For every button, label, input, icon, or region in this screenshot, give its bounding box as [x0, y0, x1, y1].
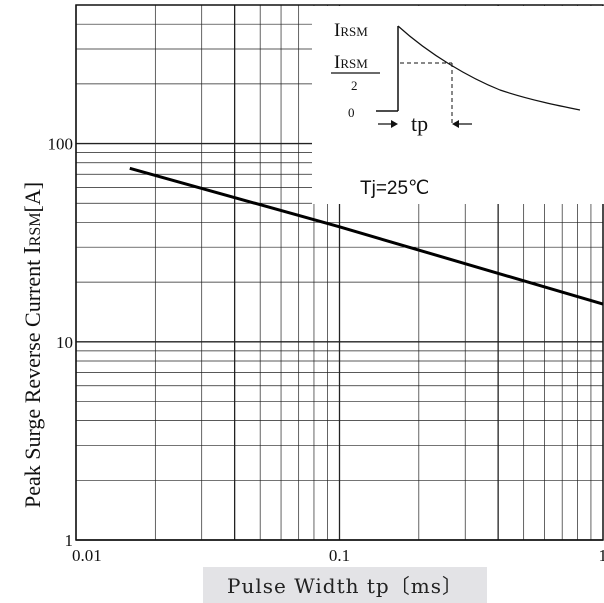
inset-zero-label: 0: [348, 105, 355, 120]
plot-frame: [75, 4, 604, 541]
inset-half-label: IRSM: [334, 52, 368, 73]
y-tick-label: 100: [48, 135, 74, 154]
y-tick-label: 1: [65, 531, 74, 550]
y-axis-label: Peak Surge Reverse Current IRSM[A]: [20, 182, 46, 508]
pulse-waveform-inset: IRSM IRSM 2 0 tp: [312, 6, 604, 204]
x-axis-label: Pulse Width tp〔ms〕: [227, 574, 463, 598]
inset-half-den: 2: [351, 78, 358, 93]
inset-tp-label: tp: [411, 111, 428, 136]
y-tick-label: 10: [56, 333, 73, 352]
x-tick-label: 0.01: [72, 546, 102, 565]
x-tick-label: 0.1: [329, 546, 350, 565]
x-axis-label-background: [203, 567, 487, 603]
series-line: [129, 166, 604, 306]
inset-decay-curve: [397, 25, 581, 111]
inset-peak-label: IRSM: [334, 20, 368, 41]
x-tick-label: 1: [599, 546, 604, 565]
inset-tp-arrowhead-left: [391, 120, 398, 128]
temperature-annotation: Tj=25℃: [360, 178, 429, 199]
inset-tp-arrowhead-right: [452, 120, 459, 128]
tick-labels: 0.01 0.1 1 1 10 100: [48, 135, 604, 565]
series-group: [129, 166, 604, 306]
